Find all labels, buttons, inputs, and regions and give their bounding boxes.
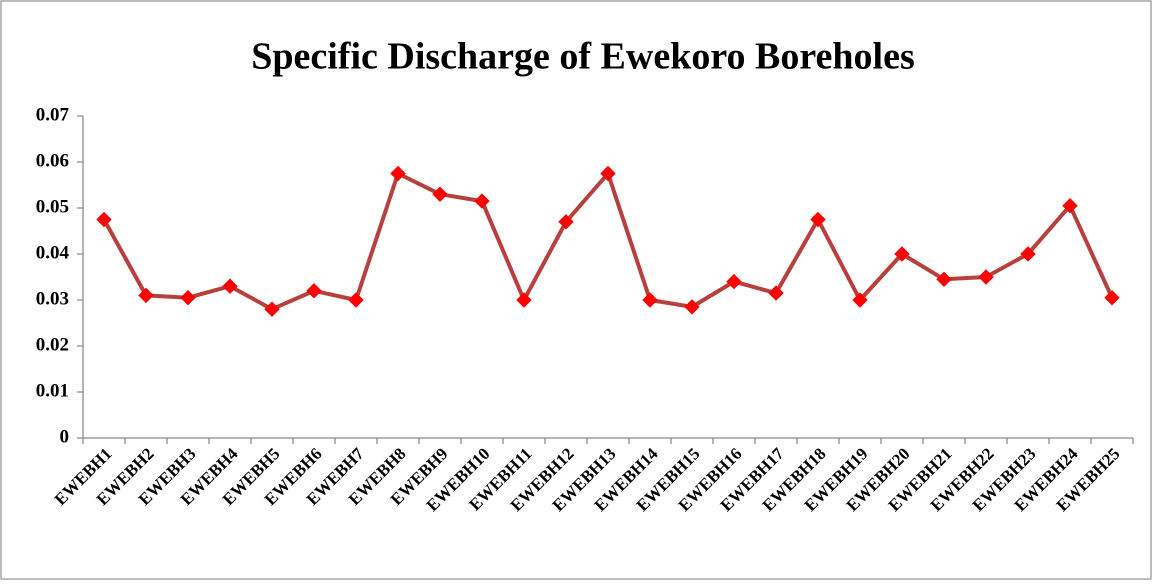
y-tick-label: 0.04 — [36, 242, 70, 263]
y-tick-label: 0.03 — [36, 288, 69, 309]
data-point — [96, 211, 112, 228]
data-point — [1104, 289, 1120, 306]
data-point — [1062, 197, 1078, 214]
data-point — [936, 271, 952, 288]
data-point — [558, 214, 574, 230]
y-tick-label: 0.02 — [36, 334, 69, 355]
data-point — [306, 283, 322, 299]
data-point — [852, 292, 868, 308]
data-point — [180, 289, 196, 306]
data-point — [516, 292, 532, 308]
y-tick-label: 0.05 — [36, 196, 69, 217]
chart-title: Specific Discharge of Ewekoro Boreholes — [251, 36, 915, 78]
data-point — [894, 246, 910, 262]
data-point — [768, 285, 784, 301]
data-point — [978, 269, 994, 285]
data-point — [432, 186, 448, 202]
y-tick-label: 0 — [60, 426, 70, 447]
data-point — [1020, 246, 1036, 262]
data-point — [264, 301, 280, 317]
data-point — [474, 193, 490, 209]
data-point — [138, 287, 154, 304]
data-point — [642, 292, 658, 308]
y-tick-label: 0.01 — [36, 380, 69, 401]
data-point — [684, 299, 700, 315]
data-point — [390, 165, 406, 182]
data-point — [810, 211, 826, 228]
y-tick-label: 0.06 — [36, 150, 69, 171]
y-tick-label: 0.07 — [36, 104, 70, 125]
data-point — [222, 278, 238, 294]
data-point — [348, 292, 364, 308]
data-point — [726, 273, 742, 290]
data-point — [600, 165, 616, 182]
